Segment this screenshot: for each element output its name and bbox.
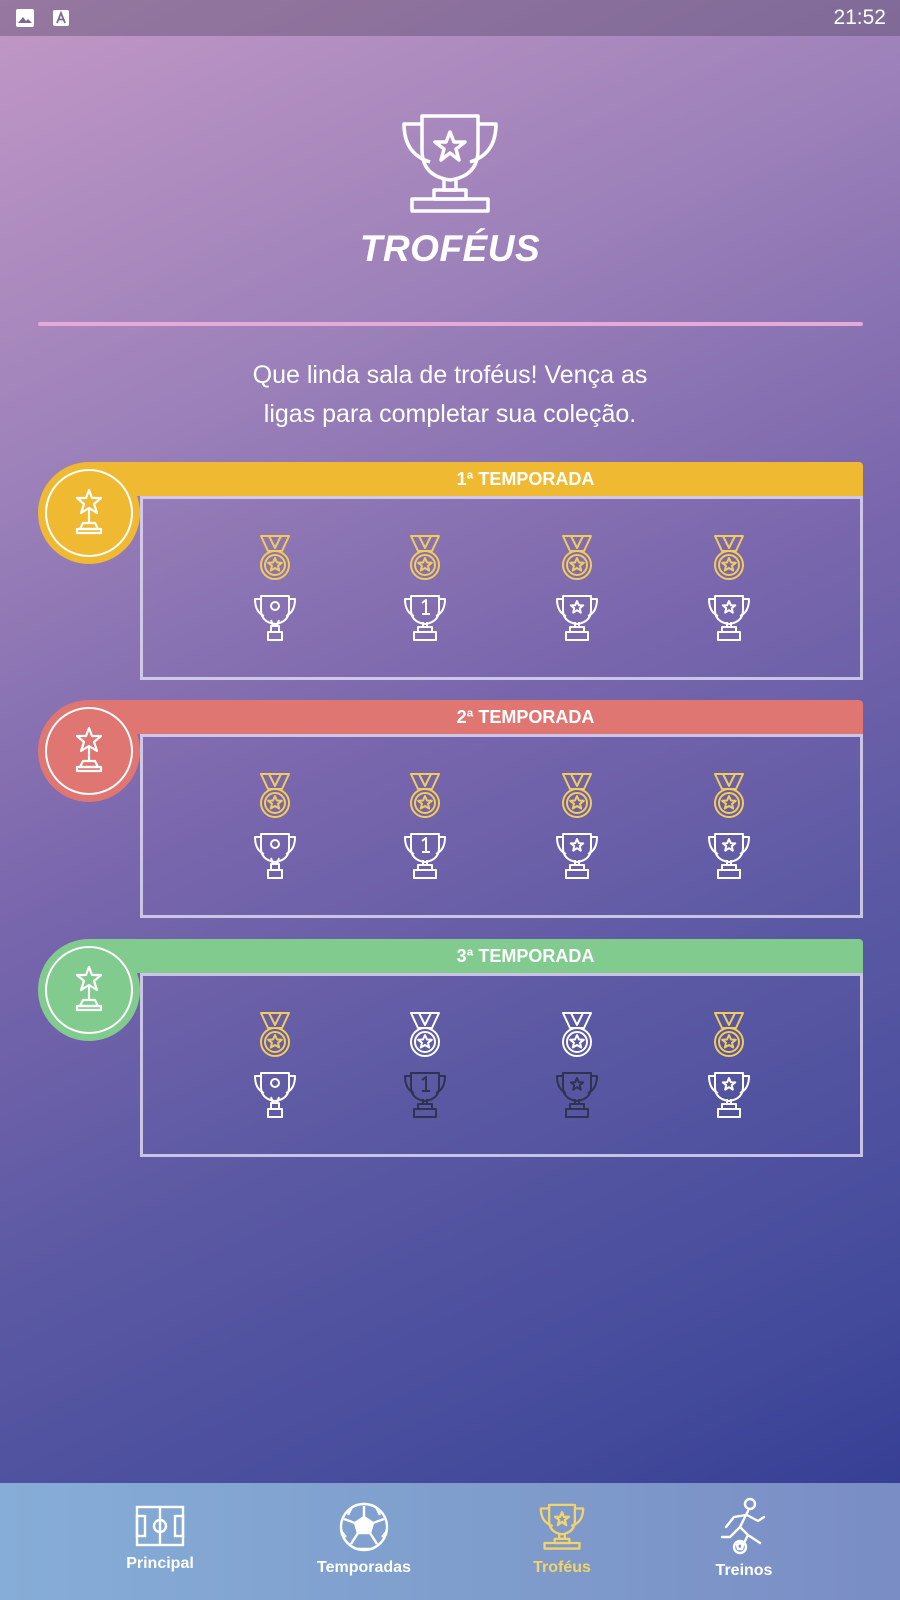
subtitle-line-2: ligas para completar sua coleção. xyxy=(263,400,637,428)
cup-icon xyxy=(253,1071,297,1119)
award-slot xyxy=(552,1011,602,1131)
text-a-icon xyxy=(50,7,72,29)
image-icon xyxy=(14,7,36,29)
award-slot xyxy=(400,1011,450,1131)
status-time: 21:52 xyxy=(833,6,886,29)
season-card-1: 1ª TEMPORADA xyxy=(38,462,863,682)
cup-icon xyxy=(707,594,751,642)
award-slot xyxy=(250,772,300,892)
medal-icon xyxy=(559,772,595,820)
award-slot xyxy=(552,772,602,892)
cup-icon xyxy=(707,1071,751,1119)
cup-icon xyxy=(555,1071,599,1119)
awards-row xyxy=(140,534,863,654)
trophy-icon xyxy=(400,110,500,214)
cup-icon xyxy=(555,832,599,880)
nav-temporadas[interactable]: Temporadas xyxy=(284,1483,444,1600)
medal-icon xyxy=(257,534,293,582)
medal-icon xyxy=(559,534,595,582)
season-card-3: 3ª TEMPORADA xyxy=(38,939,863,1159)
award-slot xyxy=(400,534,450,654)
medal-icon xyxy=(407,534,443,582)
season-card-2: 2ª TEMPORADA xyxy=(38,700,863,920)
cup-icon xyxy=(707,832,751,880)
player-kicking-icon xyxy=(718,1497,770,1560)
awards-row xyxy=(140,772,863,892)
trophy-icon xyxy=(539,1502,585,1555)
award-slot xyxy=(250,534,300,654)
medal-icon xyxy=(559,1011,595,1059)
season-banner: 2ª TEMPORADA xyxy=(88,700,863,734)
bottom-nav: Principal Temporadas Troféus xyxy=(0,1483,900,1600)
soccer-ball-icon xyxy=(338,1501,390,1558)
cup-icon xyxy=(403,1071,447,1119)
subtitle-line-1: Que linda sala de troféus! Vença as xyxy=(252,361,648,389)
nav-label: Troféus xyxy=(533,1559,591,1576)
season-badge xyxy=(38,700,140,802)
season-trophy-box xyxy=(140,734,863,918)
nav-principal[interactable]: Principal xyxy=(80,1483,240,1600)
medal-icon xyxy=(407,1011,443,1059)
star-trophy-icon xyxy=(72,487,106,540)
cup-icon xyxy=(253,594,297,642)
season-label: 3ª TEMPORADA xyxy=(456,945,595,966)
award-slot xyxy=(552,534,602,654)
star-trophy-icon xyxy=(72,725,106,778)
nav-label: Treinos xyxy=(715,1562,773,1579)
cup-icon xyxy=(253,832,297,880)
divider xyxy=(38,322,863,326)
cup-icon xyxy=(403,594,447,642)
star-trophy-icon xyxy=(72,964,106,1017)
medal-icon xyxy=(711,772,747,820)
medal-icon xyxy=(711,1011,747,1059)
nav-label: Temporadas xyxy=(317,1559,411,1576)
soccer-field-icon xyxy=(135,1505,185,1552)
season-banner: 3ª TEMPORADA xyxy=(88,939,863,973)
page-title: TROFÉUS xyxy=(359,228,541,269)
award-slot xyxy=(400,772,450,892)
award-slot xyxy=(704,1011,754,1131)
medal-icon xyxy=(407,772,443,820)
season-label: 2ª TEMPORADA xyxy=(456,706,595,727)
medal-icon xyxy=(257,772,293,820)
status-bar: 21:52 xyxy=(0,0,900,36)
award-slot xyxy=(250,1011,300,1131)
season-badge xyxy=(38,939,140,1041)
cup-icon xyxy=(403,832,447,880)
page-subtitle: Que linda sala de troféus! Vença as liga… xyxy=(200,356,700,434)
cup-icon xyxy=(555,594,599,642)
award-slot xyxy=(704,772,754,892)
season-trophy-box xyxy=(140,496,863,680)
season-banner: 1ª TEMPORADA xyxy=(88,462,863,496)
nav-label: Principal xyxy=(126,1555,194,1572)
award-slot xyxy=(704,534,754,654)
season-trophy-box xyxy=(140,973,863,1157)
medal-icon xyxy=(711,534,747,582)
season-badge xyxy=(38,462,140,564)
medal-icon xyxy=(257,1011,293,1059)
nav-treinos[interactable]: Treinos xyxy=(664,1483,824,1600)
nav-trofeus[interactable]: Troféus xyxy=(482,1483,642,1600)
awards-row xyxy=(140,1011,863,1131)
season-label: 1ª TEMPORADA xyxy=(456,468,595,489)
